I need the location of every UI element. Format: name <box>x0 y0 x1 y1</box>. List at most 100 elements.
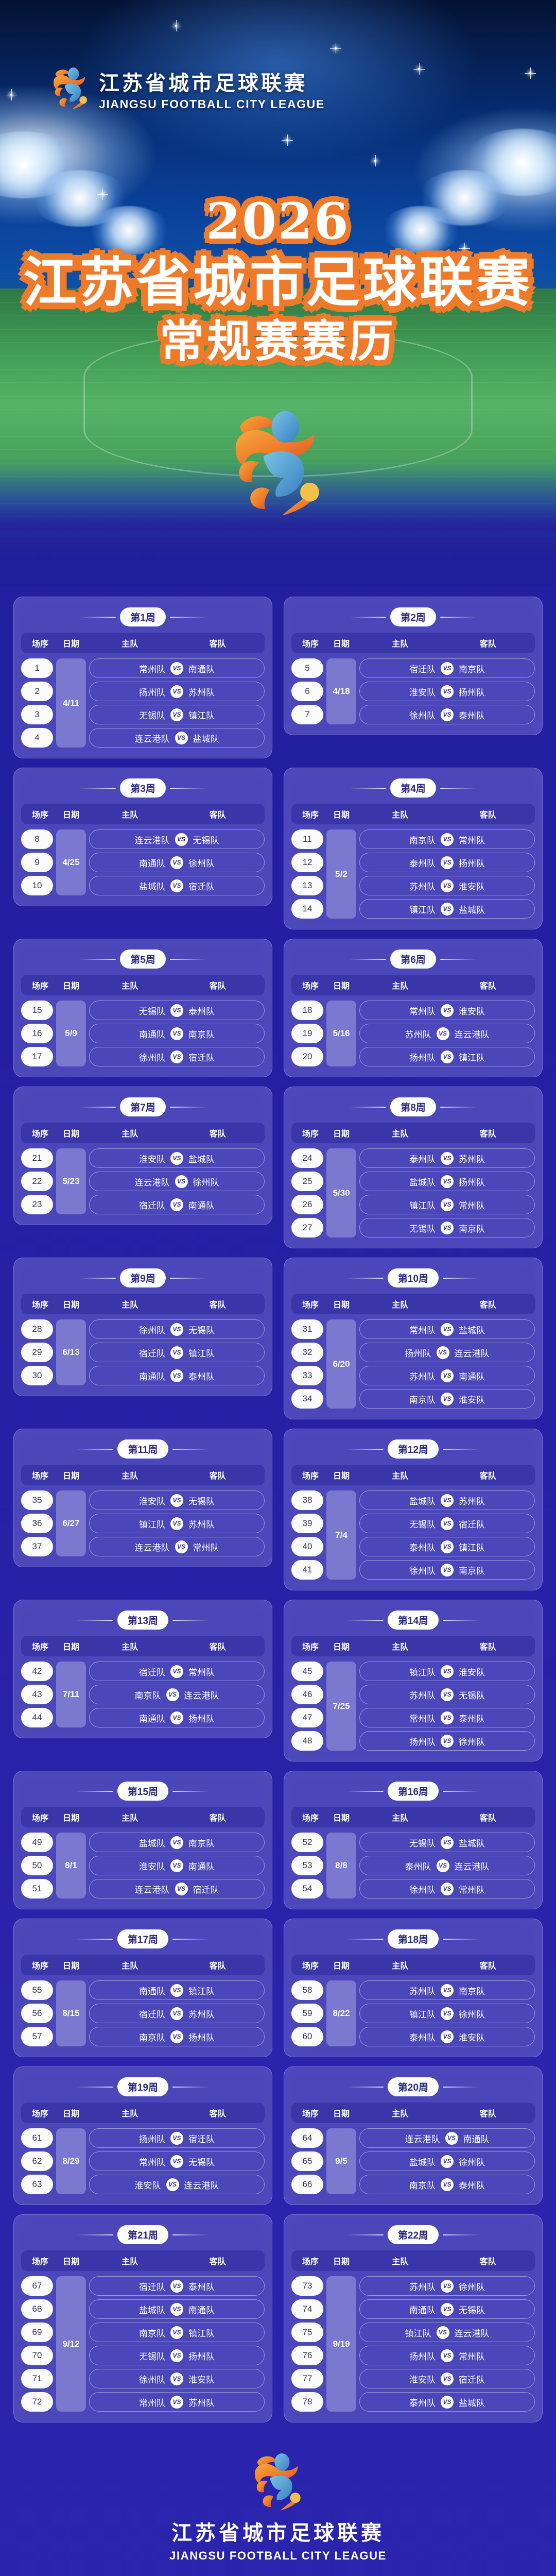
match-row[interactable]: 泰州队 VS 盐城队 <box>359 2392 535 2412</box>
match-row[interactable]: 南京队 VS 常州队 <box>359 829 535 849</box>
match-row[interactable]: 常州队 VS 淮安队 <box>359 1001 535 1020</box>
match-row[interactable]: 徐州队 VS 常州队 <box>359 1879 535 1899</box>
match-row[interactable]: 宿迁队 VS 常州队 <box>89 1662 265 1681</box>
match-row[interactable]: 淮安队 VS 南通队 <box>89 1856 265 1875</box>
match-row[interactable]: 镇江队 VS 连云港队 <box>359 2323 535 2342</box>
vs-icon: VS <box>441 1711 454 1724</box>
match-row[interactable]: 无锡队 VS 泰州队 <box>89 1001 265 1020</box>
match-row[interactable]: 无锡队 VS 南京队 <box>359 1218 535 1238</box>
match-row[interactable]: 盐城队 VS 扬州队 <box>359 1172 535 1191</box>
match-row[interactable]: 常州队 VS 盐城队 <box>359 1319 535 1339</box>
match-row[interactable]: 泰州队 VS 镇江队 <box>359 1537 535 1556</box>
match-row[interactable]: 宿迁队 VS 南通队 <box>89 1195 265 1214</box>
match-row[interactable]: 宿迁队 VS 泰州队 <box>89 2276 265 2296</box>
match-row[interactable]: 南京队 VS 镇江队 <box>89 2323 265 2342</box>
match-row[interactable]: 常州队 VS 苏州队 <box>89 2392 265 2412</box>
match-row[interactable]: 镇江队 VS 常州队 <box>359 1195 535 1214</box>
match-number: 7 <box>291 705 323 724</box>
match-row[interactable]: 无锡队 VS 盐城队 <box>359 1833 535 1852</box>
column-header-date: 日期 <box>62 2110 79 2119</box>
match-row[interactable]: 淮安队 VS 连云港队 <box>89 2175 265 2194</box>
match-row[interactable]: 常州队 VS 南通队 <box>89 658 265 678</box>
match-row[interactable]: 盐城队 VS 苏州队 <box>359 1490 535 1510</box>
match-row[interactable]: 苏州队 VS 无锡队 <box>359 1685 535 1704</box>
match-row[interactable]: 镇江队 VS 徐州队 <box>359 2004 535 2023</box>
match-row[interactable]: 南通队 VS 扬州队 <box>89 1708 265 1727</box>
divider-line <box>346 1448 384 1450</box>
vs-icon: VS <box>170 1984 183 1997</box>
divider-line <box>349 787 387 789</box>
match-row[interactable]: 扬州队 VS 宿迁队 <box>89 2128 265 2148</box>
match-row[interactable]: 南通队 VS 南京队 <box>89 1024 265 1043</box>
match-row[interactable]: 苏州队 VS 连云港队 <box>359 1024 535 1043</box>
divider-line <box>440 1106 477 1108</box>
match-row[interactable]: 无锡队 VS 扬州队 <box>89 2346 265 2365</box>
match-row[interactable]: 无锡队 VS 镇江队 <box>89 705 265 724</box>
match-row[interactable]: 镇江队 VS 苏州队 <box>89 1514 265 1533</box>
match-row[interactable]: 泰州队 VS 苏州队 <box>359 1148 535 1168</box>
match-number: 16 <box>21 1024 53 1043</box>
match-row[interactable]: 连云港队 VS 无锡队 <box>89 829 265 849</box>
match-row[interactable]: 南京队 VS 连云港队 <box>89 1685 265 1704</box>
match-row[interactable]: 淮安队 VS 宿迁队 <box>359 2369 535 2388</box>
match-row[interactable]: 常州队 VS 泰州队 <box>359 1708 535 1727</box>
match-row[interactable]: 盐城队 VS 宿迁队 <box>89 876 265 895</box>
match-row[interactable]: 淮安队 VS 无锡队 <box>89 1490 265 1510</box>
match-list-column: 扬州队 VS 宿迁队 常州队 VS 无锡队 淮安队 VS 连云港队 <box>89 2128 265 2194</box>
match-row[interactable]: 连云港队 VS 盐城队 <box>89 728 265 748</box>
match-row[interactable]: 泰州队 VS 淮安队 <box>359 2027 535 2046</box>
match-row[interactable]: 徐州队 VS 宿迁队 <box>89 1047 265 1066</box>
match-row[interactable]: 南京队 VS 泰州队 <box>359 2175 535 2194</box>
match-row[interactable]: 扬州队 VS 镇江队 <box>359 1047 535 1066</box>
match-row[interactable]: 徐州队 VS 无锡队 <box>89 1319 265 1339</box>
match-row[interactable]: 宿迁队 VS 南京队 <box>359 658 535 678</box>
match-row[interactable]: 苏州队 VS 淮安队 <box>359 876 535 895</box>
match-row[interactable]: 常州队 VS 无锡队 <box>89 2151 265 2171</box>
column-header-home: 主队 <box>121 1962 138 1971</box>
match-row[interactable]: 镇江队 VS 淮安队 <box>359 1662 535 1681</box>
match-row[interactable]: 南通队 VS 无锡队 <box>359 2299 535 2319</box>
table-body: 31 32 33 34 6/20 常州队 VS 盐城队 扬州队 VS 连云港队 苏州队 VS 南通队 南京队… <box>291 1319 535 1409</box>
away-team: 南通队 <box>463 2134 490 2144</box>
column-header-order: 场序 <box>31 982 48 991</box>
match-list-column: 常州队 VS 淮安队 苏州队 VS 连云港队 扬州队 VS 镇江队 <box>359 1001 535 1066</box>
match-row[interactable]: 连云港队 VS 徐州队 <box>89 1172 265 1191</box>
column-header-date: 日期 <box>62 1130 79 1139</box>
away-team: 无锡队 <box>459 1690 485 1701</box>
vs-icon: VS <box>170 1198 183 1211</box>
match-row[interactable]: 徐州队 VS 淮安队 <box>89 2369 265 2388</box>
match-row[interactable]: 南京队 VS 淮安队 <box>359 1389 535 1409</box>
match-list-column: 常州队 VS 盐城队 扬州队 VS 连云港队 苏州队 VS 南通队 南京队 VS 淮安队 <box>359 1319 535 1409</box>
match-row[interactable]: 扬州队 VS 苏州队 <box>89 682 265 701</box>
match-number: 14 <box>291 899 323 919</box>
match-row[interactable]: 苏州队 VS 南京队 <box>359 1980 535 2000</box>
match-row[interactable]: 苏州队 VS 徐州队 <box>359 2276 535 2296</box>
match-row[interactable]: 扬州队 VS 徐州队 <box>359 1731 535 1751</box>
match-row[interactable]: 镇江队 VS 盐城队 <box>359 899 535 919</box>
match-row[interactable]: 连云港队 VS 常州队 <box>89 1537 265 1556</box>
match-row[interactable]: 南京队 VS 扬州队 <box>89 2027 265 2046</box>
match-row[interactable]: 南通队 VS 徐州队 <box>89 853 265 872</box>
match-row[interactable]: 泰州队 VS 扬州队 <box>359 853 535 872</box>
divider-line <box>76 1448 114 1450</box>
match-row[interactable]: 连云港队 VS 宿迁队 <box>89 1879 265 1899</box>
match-row[interactable]: 南通队 VS 镇江队 <box>89 1980 265 2000</box>
match-row[interactable]: 淮安队 VS 盐城队 <box>89 1148 265 1168</box>
column-header-order: 场序 <box>302 2110 319 2119</box>
match-list-column: 连云港队 VS 无锡队 南通队 VS 徐州队 盐城队 VS 宿迁队 <box>89 829 265 895</box>
match-row[interactable]: 宿迁队 VS 苏州队 <box>89 2004 265 2023</box>
match-row[interactable]: 徐州队 VS 南京队 <box>359 1560 535 1580</box>
match-row[interactable]: 宿迁队 VS 镇江队 <box>89 1343 265 1362</box>
match-row[interactable]: 泰州队 VS 连云港队 <box>359 1856 535 1875</box>
match-row[interactable]: 盐城队 VS 南京队 <box>89 1833 265 1852</box>
match-row[interactable]: 无锡队 VS 宿迁队 <box>359 1514 535 1533</box>
match-row[interactable]: 盐城队 VS 南通队 <box>89 2299 265 2319</box>
match-row[interactable]: 盐城队 VS 徐州队 <box>359 2151 535 2171</box>
match-row[interactable]: 连云港队 VS 南通队 <box>359 2128 535 2148</box>
match-row[interactable]: 扬州队 VS 常州队 <box>359 2346 535 2365</box>
match-row[interactable]: 徐州队 VS 泰州队 <box>359 705 535 724</box>
match-row[interactable]: 扬州队 VS 连云港队 <box>359 1343 535 1362</box>
match-row[interactable]: 淮安队 VS 扬州队 <box>359 682 535 701</box>
match-row[interactable]: 苏州队 VS 南通队 <box>359 1366 535 1385</box>
match-row[interactable]: 南通队 VS 泰州队 <box>89 1366 265 1385</box>
